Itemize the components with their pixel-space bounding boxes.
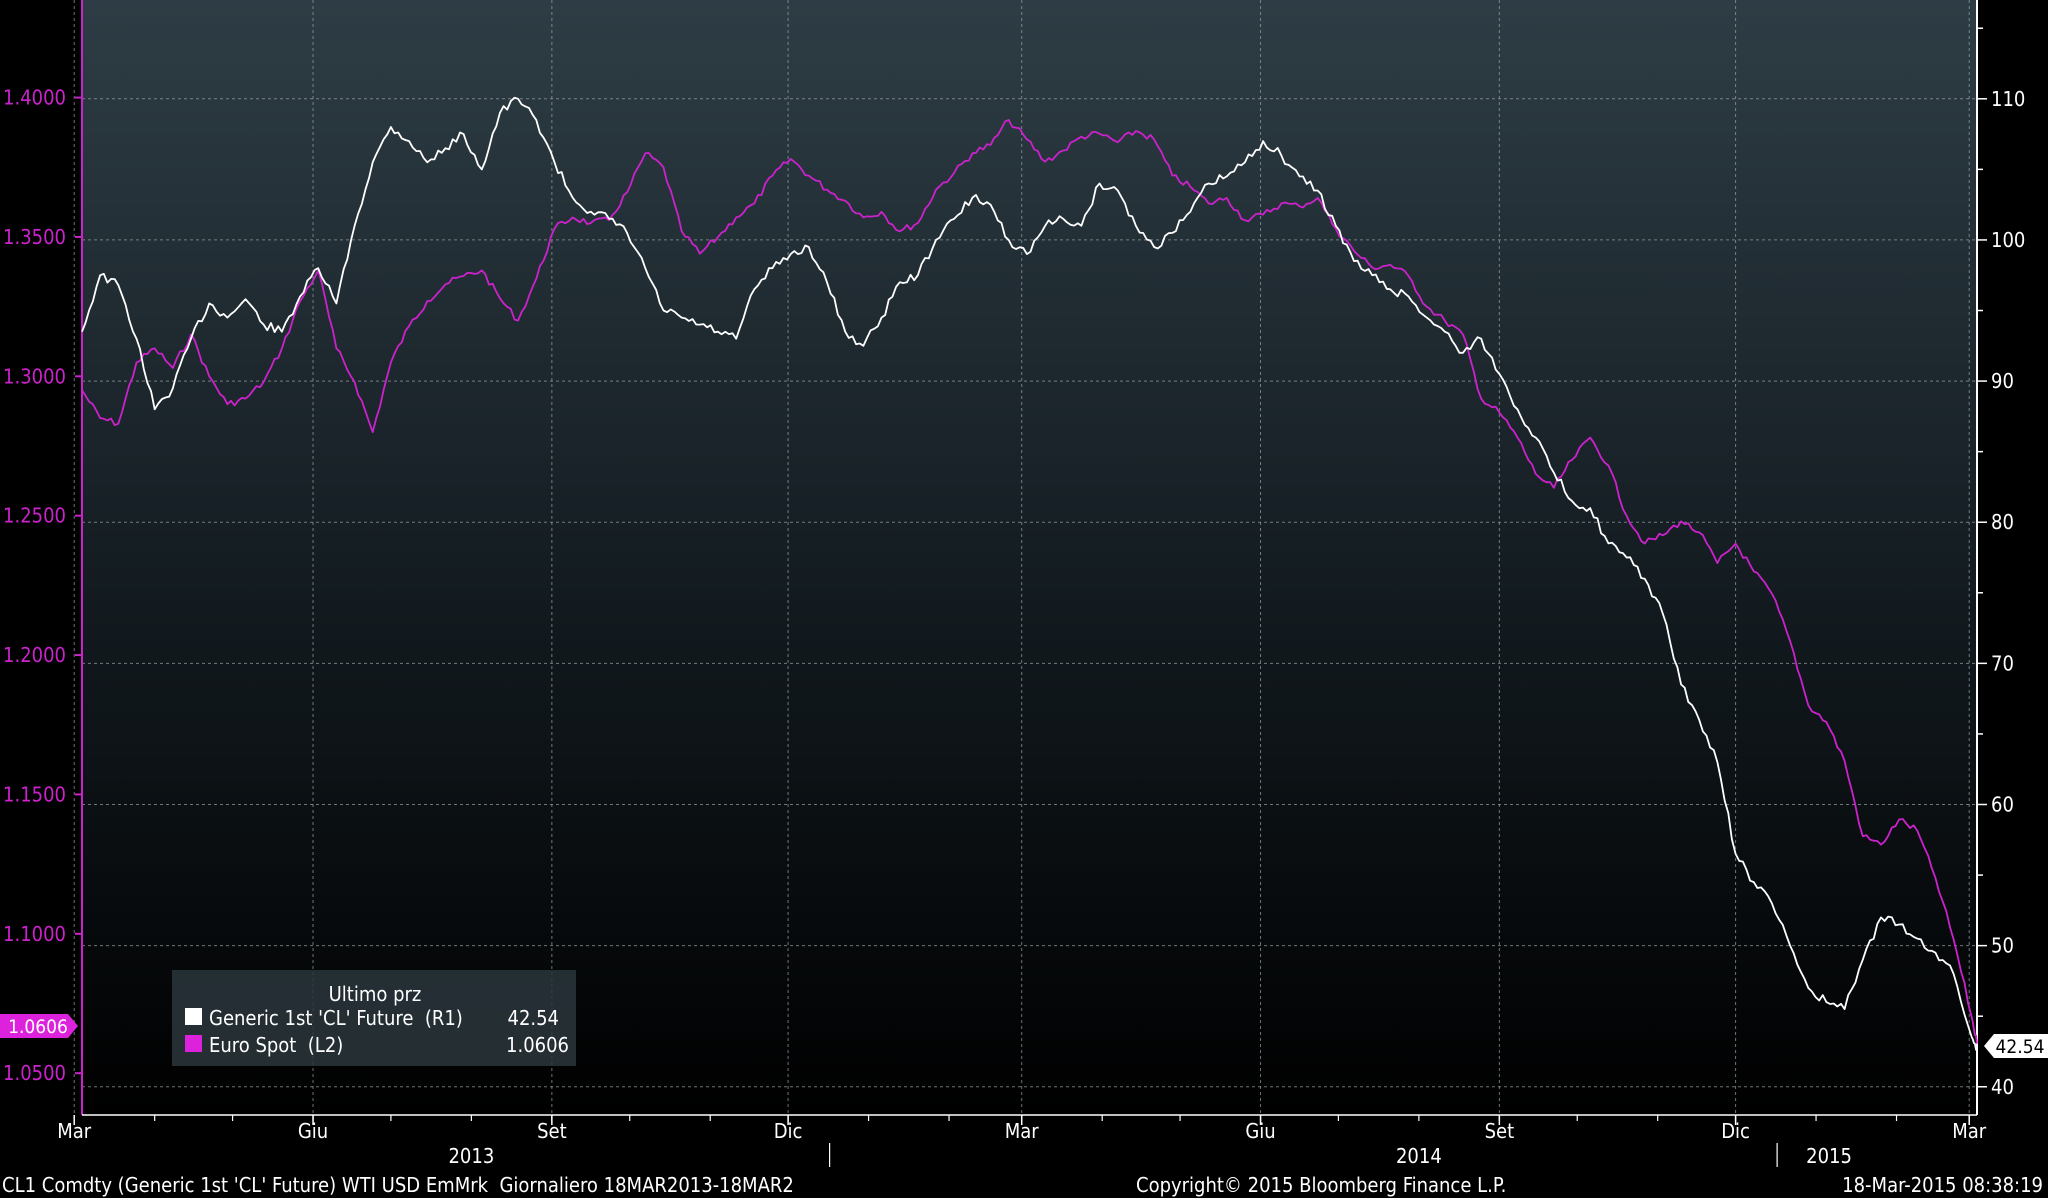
x-tick-label: Dic bbox=[1721, 1119, 1750, 1143]
axes: 1.4000 1.3500 1.3000 1.2500 1.2000 1.1500 1.10… bbox=[3, 0, 2025, 1168]
footer-right: 18-Mar-2015 08:38:19 bbox=[1842, 1173, 2043, 1197]
left-axis-tick-label: 1.1000 bbox=[3, 922, 66, 946]
grid bbox=[73, 0, 1977, 1115]
left-axis-tick-label: 1.3500 bbox=[3, 225, 66, 249]
plot-background bbox=[82, 0, 1977, 1115]
year-label: 2014 bbox=[1396, 1144, 1442, 1168]
right-axis-tick-label: 110 bbox=[1991, 87, 2025, 111]
last-value-tag-right-text: 42.54 bbox=[1996, 1036, 2045, 1058]
oil-future-line bbox=[81, 96, 1978, 1052]
x-tick-label: Giu bbox=[298, 1119, 328, 1143]
right-axis-tick-label: 100 bbox=[1991, 228, 2025, 252]
right-axis-tick-label: 60 bbox=[1991, 792, 2014, 816]
last-value-tag-left: 1.0606 bbox=[0, 1014, 78, 1038]
right-axis-tick-label: 40 bbox=[1991, 1075, 2014, 1099]
legend-value-oil: 42.54 bbox=[508, 1006, 560, 1030]
left-axis-tick-label: 1.3000 bbox=[3, 364, 66, 388]
right-axis-tick-label: 80 bbox=[1991, 510, 2014, 534]
right-axis-tick-label: 70 bbox=[1991, 651, 2014, 675]
legend: Ultimo prz Generic 1st 'CL' Future (R1) … bbox=[172, 970, 576, 1066]
year-label: 2013 bbox=[448, 1144, 494, 1168]
x-tick-label: Set bbox=[1485, 1119, 1515, 1143]
series bbox=[81, 96, 1978, 1052]
legend-background bbox=[172, 970, 576, 1066]
legend-label-oil: Generic 1st 'CL' Future (R1) bbox=[209, 1006, 463, 1030]
x-tick-label: Set bbox=[537, 1119, 567, 1143]
last-value-tag-right: 42.54 bbox=[1984, 1034, 2048, 1058]
x-tick-label: Mar bbox=[57, 1119, 92, 1143]
last-value-tag-left-text: 1.0606 bbox=[8, 1016, 68, 1038]
left-axis-tick-label: 1.4000 bbox=[3, 86, 66, 110]
footer: CL1 Comdty (Generic 1st 'CL' Future) WTI… bbox=[2, 1173, 2043, 1197]
footer-center: Copyright© 2015 Bloomberg Finance L.P. bbox=[1136, 1173, 1506, 1197]
x-tick-label: Mar bbox=[1005, 1119, 1040, 1143]
euro-spot-line bbox=[81, 119, 1978, 1044]
left-axis-tick-label: 1.2500 bbox=[3, 504, 66, 528]
legend-swatch-oil bbox=[185, 1008, 202, 1025]
legend-label-euro: Euro Spot (L2) bbox=[209, 1033, 343, 1057]
legend-swatch-euro bbox=[185, 1035, 202, 1052]
year-label: 2015 bbox=[1806, 1144, 1852, 1168]
legend-value-euro: 1.0606 bbox=[506, 1033, 569, 1057]
left-axis-tick-label: 1.0500 bbox=[3, 1061, 66, 1085]
footer-left: CL1 Comdty (Generic 1st 'CL' Future) WTI… bbox=[2, 1173, 794, 1197]
left-axis-tick-label: 1.1500 bbox=[3, 782, 66, 806]
right-axis-tick-label: 90 bbox=[1991, 369, 2014, 393]
x-tick-label: Giu bbox=[1245, 1119, 1275, 1143]
right-axis-tick-label: 50 bbox=[1991, 934, 2014, 958]
x-tick-label: Dic bbox=[774, 1119, 803, 1143]
left-axis-tick-label: 1.2000 bbox=[3, 643, 66, 667]
legend-title: Ultimo prz bbox=[329, 982, 422, 1006]
x-tick-label: Mar bbox=[1952, 1119, 1987, 1143]
